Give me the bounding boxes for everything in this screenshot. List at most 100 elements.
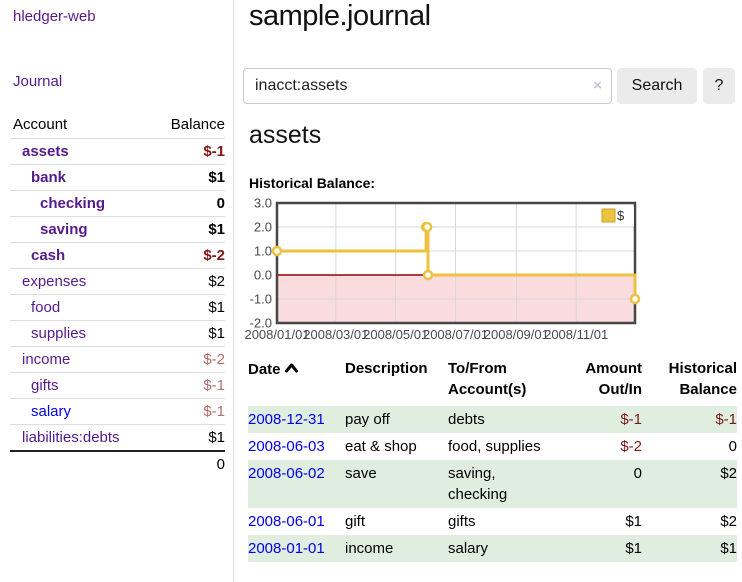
balance-column-header: Historical Balance [668, 360, 737, 398]
transaction-description: pay off [345, 411, 390, 428]
account-row: bank $1 [10, 164, 225, 191]
account-link-saving[interactable]: saving [40, 221, 88, 238]
transaction-date-link[interactable]: 2008-06-02 [248, 465, 325, 482]
register-row: 2008-06-03 eat & shop food, supplies $-2… [248, 433, 737, 460]
account-page-title: assets [249, 121, 322, 149]
register-header-row: Date Description To/From Account(s) Amou… [248, 356, 737, 406]
account-row: checking 0 [10, 190, 225, 217]
register-row: 2008-12-31 pay off debts $-1 $-1 [248, 406, 737, 433]
svg-text:0.0: 0.0 [254, 268, 272, 283]
transaction-accounts: debts [448, 411, 485, 428]
accounts-table: Account Balance assets $-1 bank $1 checkin… [10, 112, 225, 477]
account-balance: $1 [208, 221, 225, 238]
account-balance: $1 [208, 429, 225, 446]
transaction-description: income [345, 540, 394, 557]
transaction-date-link[interactable]: 2008-01-01 [248, 540, 325, 557]
account-link-bank[interactable]: bank [31, 169, 67, 186]
transaction-balance: 0 [728, 438, 737, 455]
account-balance: $-1 [203, 403, 225, 420]
transaction-date-link[interactable]: 2008-12-31 [248, 411, 325, 428]
svg-text:2008/05/01: 2008/05/01 [363, 327, 428, 342]
help-button[interactable]: ? [703, 68, 735, 104]
svg-text:$: $ [617, 208, 625, 223]
svg-text:-1.0: -1.0 [250, 292, 272, 307]
page-title: sample.journal [249, 0, 431, 32]
account-row: cash $-2 [10, 242, 225, 269]
transaction-accounts: salary [448, 540, 489, 557]
accounts-total-balance: 0 [216, 456, 225, 473]
amount-column-header: Amount Out/In [585, 360, 642, 398]
app-title-link[interactable]: hledger-web [13, 8, 96, 25]
account-row: income $-2 [10, 346, 225, 373]
svg-text:2.0: 2.0 [254, 220, 272, 235]
historical-balance-chart: 3.0 2.0 1.0 0.0 -1.0 -2.0 2008/01/01 2008/03/01… [244, 196, 645, 349]
clear-search-icon[interactable]: × [593, 77, 602, 94]
main-content: sample.journal × Search ? assets Histori… [243, 0, 742, 582]
account-link-income[interactable]: income [22, 351, 71, 368]
transaction-description: gift [345, 513, 366, 530]
svg-text:2008/11/01: 2008/11/01 [544, 327, 608, 342]
accounts-column-header: To/From Account(s) [448, 360, 527, 398]
sidebar-item-journal[interactable]: Journal [13, 73, 63, 90]
account-link-cash[interactable]: cash [31, 247, 66, 264]
description-column-header: Description [345, 360, 428, 377]
register-row: 2008-06-02 save saving, checking 0 $2 [248, 460, 737, 508]
svg-text:2008/01/01: 2008/01/01 [244, 327, 309, 342]
register-row: 2008-01-01 income salary $1 $1 [248, 535, 737, 562]
transaction-description: save [345, 465, 377, 482]
sort-asc-icon [284, 358, 298, 379]
transaction-amount: $1 [625, 540, 642, 557]
account-link-gifts[interactable]: gifts [31, 377, 59, 394]
account-row: food $1 [10, 294, 225, 321]
account-row: liabilities:debts $1 [10, 424, 225, 452]
account-balance: $1 [208, 299, 225, 316]
accounts-total-row: 0 [10, 451, 225, 477]
svg-text:2008/07/01: 2008/07/01 [423, 327, 488, 342]
chart-label: Historical Balance: [249, 175, 376, 191]
account-row: expenses $2 [10, 268, 225, 295]
svg-text:2008/09/01: 2008/09/01 [484, 327, 549, 342]
date-column-header[interactable]: Date [248, 356, 345, 406]
account-balance: $1 [208, 325, 225, 342]
account-balance: $-2 [203, 351, 225, 368]
account-link-assets[interactable]: assets [22, 143, 69, 160]
search-input[interactable] [243, 68, 612, 104]
transaction-balance: $1 [720, 540, 737, 557]
account-link-food[interactable]: food [31, 299, 61, 316]
svg-text:2008/03/01: 2008/03/01 [303, 327, 368, 342]
search-button[interactable]: Search [617, 68, 697, 104]
register-row: 2008-06-01 gift gifts $1 $2 [248, 508, 737, 535]
account-row: gifts $-1 [10, 372, 225, 399]
account-balance: 0 [216, 195, 225, 212]
account-link-checking[interactable]: checking [40, 195, 106, 212]
svg-text:-2.0: -2.0 [250, 316, 272, 331]
account-balance: $-1 [203, 143, 225, 160]
register-table: Date Description To/From Account(s) Amou… [248, 356, 737, 562]
account-balance: $2 [208, 273, 225, 290]
account-link-expenses[interactable]: expenses [22, 273, 87, 290]
transaction-accounts: food, supplies [448, 438, 541, 455]
account-row: assets $-1 [10, 138, 225, 165]
transaction-date-link[interactable]: 2008-06-01 [248, 513, 325, 530]
sidebar: hledger-web Journal Account Balance asse… [0, 0, 234, 582]
transaction-date-link[interactable]: 2008-06-03 [248, 438, 325, 455]
account-row: supplies $1 [10, 320, 225, 347]
account-link-salary[interactable]: salary [31, 403, 72, 420]
account-row: saving $1 [10, 216, 225, 243]
svg-text:1.0: 1.0 [254, 244, 272, 259]
search-form: × Search ? [243, 68, 742, 104]
transaction-accounts: gifts [448, 513, 476, 530]
transaction-description: eat & shop [345, 438, 417, 455]
account-balance: $1 [208, 169, 225, 186]
transaction-amount: 0 [633, 465, 642, 482]
transaction-balance: $-1 [715, 411, 737, 428]
account-link-supplies[interactable]: supplies [31, 325, 87, 342]
svg-text:3.0: 3.0 [254, 196, 272, 211]
account-balance: $-2 [203, 247, 225, 264]
account-balance: $-1 [203, 377, 225, 394]
transaction-amount: $-2 [620, 438, 642, 455]
account-link-liabilities-debts[interactable]: liabilities:debts [22, 429, 120, 446]
balance-column-header: Balance [170, 116, 225, 133]
accounts-header-row: Account Balance [10, 112, 225, 139]
transaction-balance: $2 [720, 513, 737, 530]
